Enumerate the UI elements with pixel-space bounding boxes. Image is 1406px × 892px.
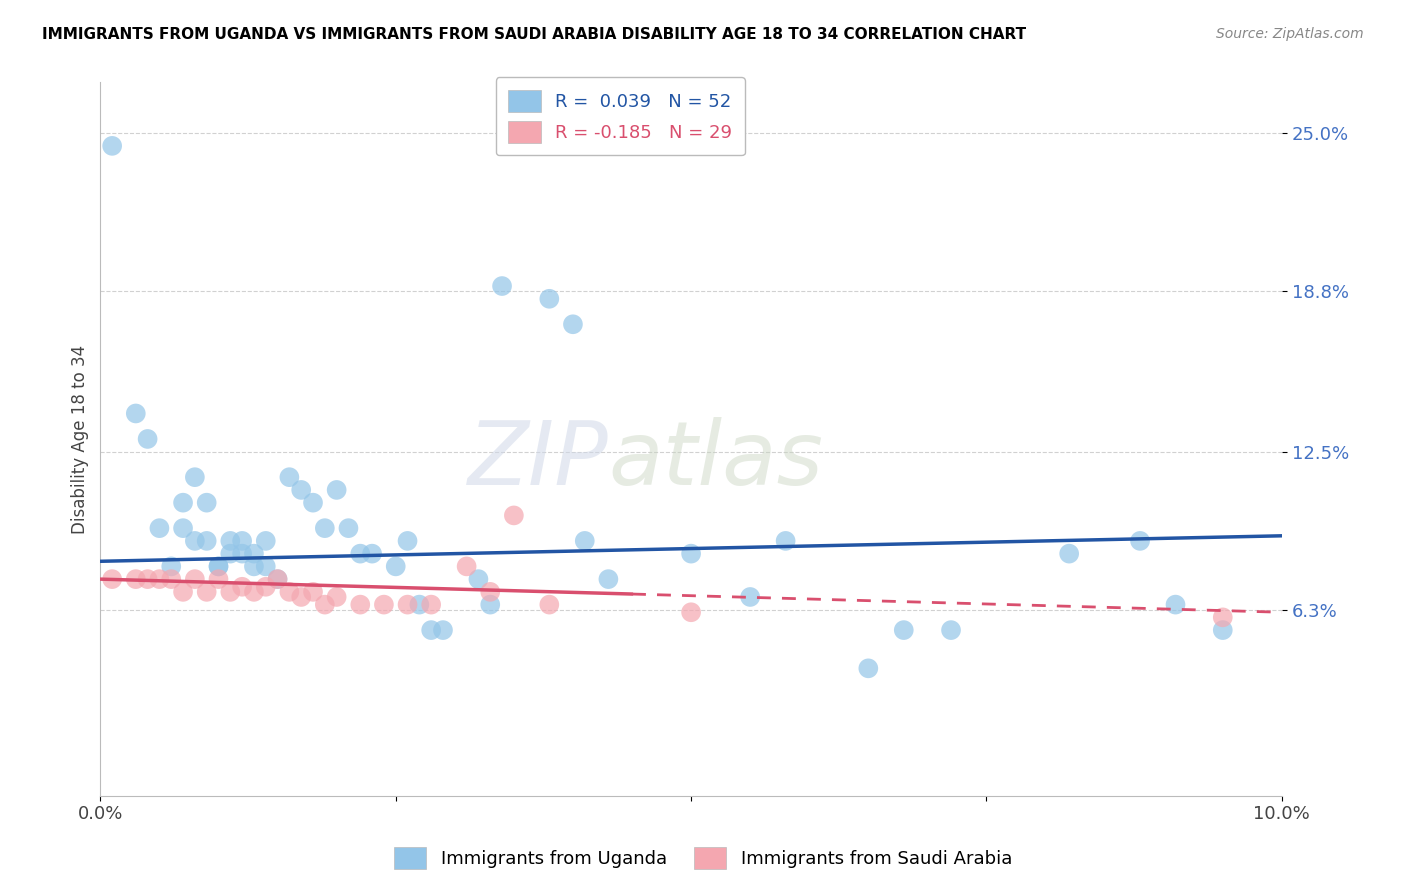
Point bbox=[893, 623, 915, 637]
Point bbox=[349, 547, 371, 561]
Point bbox=[290, 590, 312, 604]
Point bbox=[278, 585, 301, 599]
Point bbox=[349, 598, 371, 612]
Point bbox=[396, 598, 419, 612]
Point bbox=[254, 533, 277, 548]
Point bbox=[184, 572, 207, 586]
Point bbox=[125, 407, 148, 421]
Point bbox=[207, 559, 229, 574]
Point bbox=[160, 572, 183, 586]
Point bbox=[207, 572, 229, 586]
Point bbox=[337, 521, 360, 535]
Point bbox=[598, 572, 620, 586]
Point bbox=[125, 572, 148, 586]
Point bbox=[266, 572, 288, 586]
Point bbox=[408, 598, 430, 612]
Point bbox=[243, 585, 266, 599]
Point bbox=[373, 598, 395, 612]
Point bbox=[195, 496, 218, 510]
Point bbox=[432, 623, 454, 637]
Point bbox=[136, 432, 159, 446]
Point bbox=[207, 559, 229, 574]
Point bbox=[538, 292, 561, 306]
Point bbox=[858, 661, 880, 675]
Legend: Immigrants from Uganda, Immigrants from Saudi Arabia: Immigrants from Uganda, Immigrants from … bbox=[385, 838, 1021, 879]
Point bbox=[361, 547, 384, 561]
Point bbox=[384, 559, 406, 574]
Point bbox=[254, 559, 277, 574]
Point bbox=[574, 533, 596, 548]
Point bbox=[1212, 610, 1234, 624]
Point bbox=[420, 598, 443, 612]
Point bbox=[314, 598, 336, 612]
Point bbox=[681, 605, 703, 619]
Point bbox=[502, 508, 524, 523]
Point bbox=[420, 623, 443, 637]
Point bbox=[195, 533, 218, 548]
Point bbox=[219, 547, 242, 561]
Point bbox=[1129, 533, 1152, 548]
Point bbox=[195, 585, 218, 599]
Point bbox=[302, 585, 325, 599]
Text: IMMIGRANTS FROM UGANDA VS IMMIGRANTS FROM SAUDI ARABIA DISABILITY AGE 18 TO 34 C: IMMIGRANTS FROM UGANDA VS IMMIGRANTS FRO… bbox=[42, 27, 1026, 42]
Point bbox=[740, 590, 762, 604]
Text: ZIP: ZIP bbox=[468, 417, 609, 503]
Point bbox=[479, 598, 502, 612]
Point bbox=[172, 521, 194, 535]
Point bbox=[290, 483, 312, 497]
Point bbox=[1057, 547, 1080, 561]
Point bbox=[325, 483, 347, 497]
Point bbox=[172, 496, 194, 510]
Point bbox=[148, 572, 170, 586]
Point bbox=[219, 585, 242, 599]
Point bbox=[325, 590, 347, 604]
Point bbox=[184, 533, 207, 548]
Point bbox=[231, 547, 253, 561]
Point bbox=[479, 585, 502, 599]
Point bbox=[148, 521, 170, 535]
Point bbox=[456, 559, 478, 574]
Point bbox=[219, 533, 242, 548]
Point bbox=[1212, 623, 1234, 637]
Point bbox=[254, 580, 277, 594]
Point bbox=[243, 559, 266, 574]
Point bbox=[266, 572, 288, 586]
Text: atlas: atlas bbox=[609, 417, 824, 503]
Point bbox=[775, 533, 797, 548]
Point bbox=[231, 533, 253, 548]
Y-axis label: Disability Age 18 to 34: Disability Age 18 to 34 bbox=[72, 344, 89, 533]
Point bbox=[231, 580, 253, 594]
Point bbox=[101, 139, 124, 153]
Point bbox=[101, 572, 124, 586]
Point bbox=[939, 623, 962, 637]
Text: Source: ZipAtlas.com: Source: ZipAtlas.com bbox=[1216, 27, 1364, 41]
Point bbox=[491, 279, 513, 293]
Point bbox=[396, 533, 419, 548]
Point bbox=[562, 318, 585, 332]
Point bbox=[538, 598, 561, 612]
Point bbox=[681, 547, 703, 561]
Point bbox=[136, 572, 159, 586]
Point bbox=[160, 559, 183, 574]
Point bbox=[278, 470, 301, 484]
Point bbox=[302, 496, 325, 510]
Legend: R =  0.039   N = 52, R = -0.185   N = 29: R = 0.039 N = 52, R = -0.185 N = 29 bbox=[495, 77, 745, 155]
Point bbox=[243, 547, 266, 561]
Point bbox=[184, 470, 207, 484]
Point bbox=[172, 585, 194, 599]
Point bbox=[314, 521, 336, 535]
Point bbox=[1164, 598, 1187, 612]
Point bbox=[467, 572, 489, 586]
